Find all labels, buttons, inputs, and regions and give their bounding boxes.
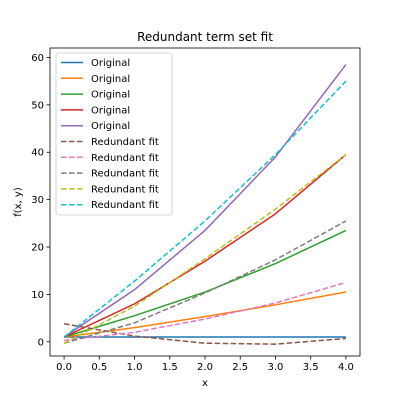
x-axis-label: x [202,378,208,389]
x-tick-label: 3.5 [303,362,319,373]
x-tick-label: 1.0 [127,362,143,373]
y-tick-label: 40 [31,148,44,159]
x-tick-label: 1.5 [162,362,178,373]
x-tick-label: 0.0 [56,362,72,373]
series-line-6 [63,323,346,345]
legend-entry: Original [91,74,130,85]
series-line-5 [63,64,347,338]
legend: Original Original Original Original Original… [55,52,173,216]
y-axis: 0 10 20 30 40 50 60 [31,53,50,348]
series-line-10 [63,80,347,338]
series-line-4 [63,154,347,338]
y-tick-label: 10 [31,290,44,301]
series-line-2 [63,291,347,338]
x-tick-label: 4.0 [338,362,354,373]
x-axis: 0.0 0.5 1.0 1.5 2.0 2.5 3.0 3.5 4.0 [56,356,354,373]
series-line-9 [63,154,347,344]
legend-entry: Original [91,121,130,132]
series-layer [63,64,347,345]
chart-title: Redundant term set fit [137,30,273,44]
legend-box [55,52,173,216]
x-tick-label: 0.5 [91,362,107,373]
y-tick-label: 0 [38,337,44,348]
legend-entry: Redundant fit [91,200,159,211]
y-tick-label: 50 [31,100,44,111]
x-tick-label: 3.0 [268,362,284,373]
series-line-3 [63,229,347,338]
y-axis-label: f(x, y) [13,187,24,217]
series-line-8 [63,220,347,344]
y-tick-label: 60 [31,53,44,64]
y-tick-label: 30 [31,195,44,206]
legend-entry: Redundant fit [91,137,159,148]
legend-entry: Original [91,105,130,116]
y-tick-label: 20 [31,243,44,254]
x-tick-label: 2.5 [232,362,248,373]
legend-entry: Redundant fit [91,184,159,195]
legend-entry: Redundant fit [91,153,159,164]
legend-entry: Original [91,90,130,101]
legend-entry: Original [91,58,130,69]
legend-entry: Redundant fit [91,169,159,180]
x-tick-label: 2.0 [197,362,213,373]
